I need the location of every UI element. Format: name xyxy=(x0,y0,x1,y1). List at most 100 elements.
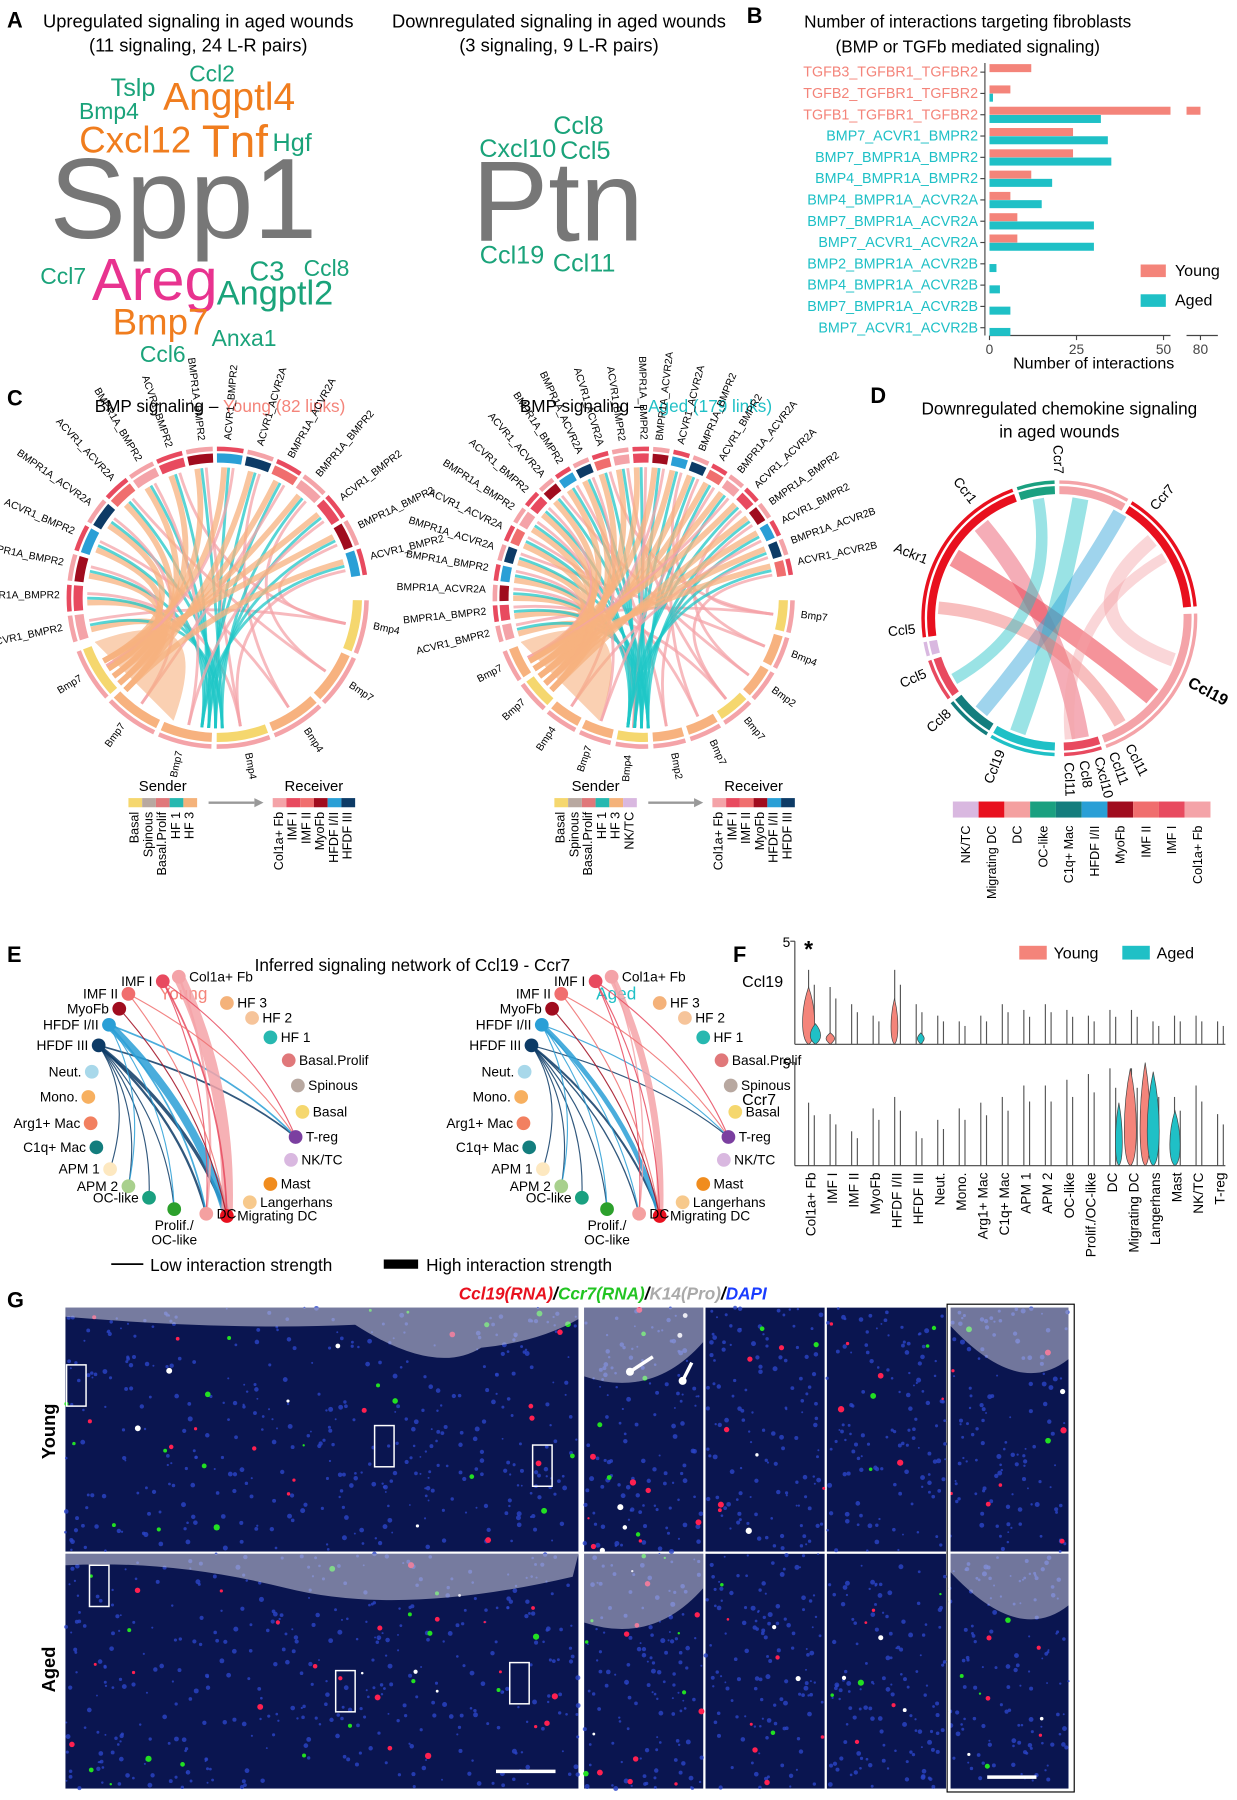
nucleus xyxy=(1016,1453,1019,1456)
nucleus xyxy=(239,1784,245,1790)
signal xyxy=(597,1422,603,1428)
ring-segment xyxy=(1064,746,1102,757)
signal xyxy=(984,1763,990,1769)
nucleus xyxy=(795,1768,798,1771)
nucleus xyxy=(706,1496,711,1502)
ring-segment xyxy=(76,650,109,699)
nucleus xyxy=(834,1682,840,1688)
nucleus xyxy=(667,1639,670,1642)
nucleus xyxy=(365,1689,368,1692)
network-edge xyxy=(541,1024,640,1214)
node-label: HF 2 xyxy=(262,1011,292,1026)
signal xyxy=(1045,1437,1051,1444)
signal xyxy=(841,1675,847,1681)
nucleus xyxy=(920,1746,923,1749)
nucleus xyxy=(423,1517,427,1520)
nucleus xyxy=(520,1345,524,1349)
signal xyxy=(717,1508,722,1513)
ring-segment xyxy=(1059,480,1129,502)
nucleus xyxy=(909,1714,913,1718)
nucleus xyxy=(766,1461,770,1464)
nucleus xyxy=(626,1727,630,1731)
nucleus xyxy=(435,1439,438,1443)
ring-segment xyxy=(748,507,766,526)
node-label: Basal.Prolif xyxy=(732,1053,802,1068)
signal xyxy=(1005,1617,1011,1623)
nucleus xyxy=(867,1523,873,1529)
nucleus xyxy=(1048,1385,1054,1390)
nucleus xyxy=(748,1430,751,1433)
chord-label: Ccr1 xyxy=(950,474,980,506)
nucleus xyxy=(271,1439,277,1445)
nucleus xyxy=(880,1467,884,1471)
nucleus xyxy=(505,1686,510,1691)
nucleus xyxy=(963,1717,966,1721)
nucleus xyxy=(651,1691,654,1694)
chord-label: Bmp7 xyxy=(576,744,595,773)
nucleus xyxy=(899,1647,904,1652)
x-tick-label: 80 xyxy=(1193,342,1209,357)
nucleus xyxy=(906,1685,910,1689)
nucleus xyxy=(508,1504,511,1508)
nucleus xyxy=(673,1406,676,1409)
nucleus xyxy=(192,1360,197,1364)
nucleus xyxy=(1027,1670,1031,1673)
nucleus xyxy=(354,1471,357,1475)
legend-label: C1q+ Mac xyxy=(1062,826,1076,884)
nucleus xyxy=(170,1462,173,1465)
nucleus xyxy=(906,1341,911,1346)
nucleus xyxy=(925,1400,931,1406)
nucleus xyxy=(118,1756,124,1762)
x-tick-label: Langerhans xyxy=(1148,1172,1163,1245)
nucleus xyxy=(980,1441,985,1446)
nucleus xyxy=(101,1493,107,1499)
bar xyxy=(989,64,1032,73)
nucleus xyxy=(914,1718,917,1721)
nucleus xyxy=(286,1402,290,1406)
nucleus xyxy=(328,1428,333,1433)
nucleus xyxy=(877,1593,883,1598)
signal xyxy=(857,1679,864,1686)
signal xyxy=(635,1532,641,1537)
nucleus xyxy=(845,1722,849,1726)
nucleus xyxy=(766,1654,770,1658)
ring-segment xyxy=(685,713,718,735)
ring-segment xyxy=(526,676,554,706)
nucleus xyxy=(915,1670,919,1673)
node-label: HF 2 xyxy=(695,1011,725,1026)
nucleus xyxy=(720,1599,723,1602)
nucleus xyxy=(575,1703,581,1708)
category-label: BMP4_BMPR1A_ACVR2B xyxy=(807,278,978,294)
nucleus xyxy=(158,1541,164,1547)
nucleus xyxy=(829,1763,834,1768)
nucleus xyxy=(335,1733,340,1739)
nucleus xyxy=(1044,1769,1047,1772)
nucleus xyxy=(551,1539,554,1542)
nucleus xyxy=(166,1453,170,1458)
nucleus xyxy=(90,1371,94,1375)
nucleus xyxy=(436,1429,441,1434)
nucleus xyxy=(932,1705,935,1708)
nucleus xyxy=(859,1766,862,1770)
nucleus xyxy=(457,1393,462,1398)
nucleus xyxy=(507,1498,512,1503)
node-label: APM 1 xyxy=(59,1162,100,1177)
nucleus xyxy=(356,1723,360,1728)
nucleus xyxy=(938,1625,942,1629)
legend-label: Aged xyxy=(1175,292,1212,310)
nucleus xyxy=(233,1626,239,1632)
nucleus xyxy=(291,1628,294,1631)
nucleus xyxy=(561,1750,564,1753)
nucleus xyxy=(904,1469,909,1475)
nucleus xyxy=(735,1715,739,1719)
nucleus xyxy=(733,1657,738,1662)
node-label: OC-like xyxy=(584,1233,630,1248)
ring-segment xyxy=(519,511,536,530)
signal xyxy=(897,1459,904,1466)
nucleus xyxy=(294,1639,299,1644)
network-node xyxy=(171,969,186,984)
panel-title: Downregulated signaling in aged wounds xyxy=(392,10,726,31)
nucleus xyxy=(772,1366,778,1372)
nucleus xyxy=(456,1733,459,1736)
legend-swatch xyxy=(1140,294,1166,307)
